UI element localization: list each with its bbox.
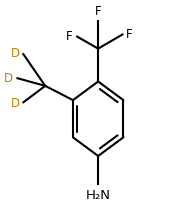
Text: D: D [11, 97, 20, 110]
Text: D: D [4, 72, 13, 85]
Text: H₂N: H₂N [86, 189, 111, 202]
Text: F: F [126, 28, 133, 41]
Text: D: D [11, 47, 20, 60]
Text: F: F [66, 30, 73, 43]
Text: F: F [95, 5, 101, 18]
